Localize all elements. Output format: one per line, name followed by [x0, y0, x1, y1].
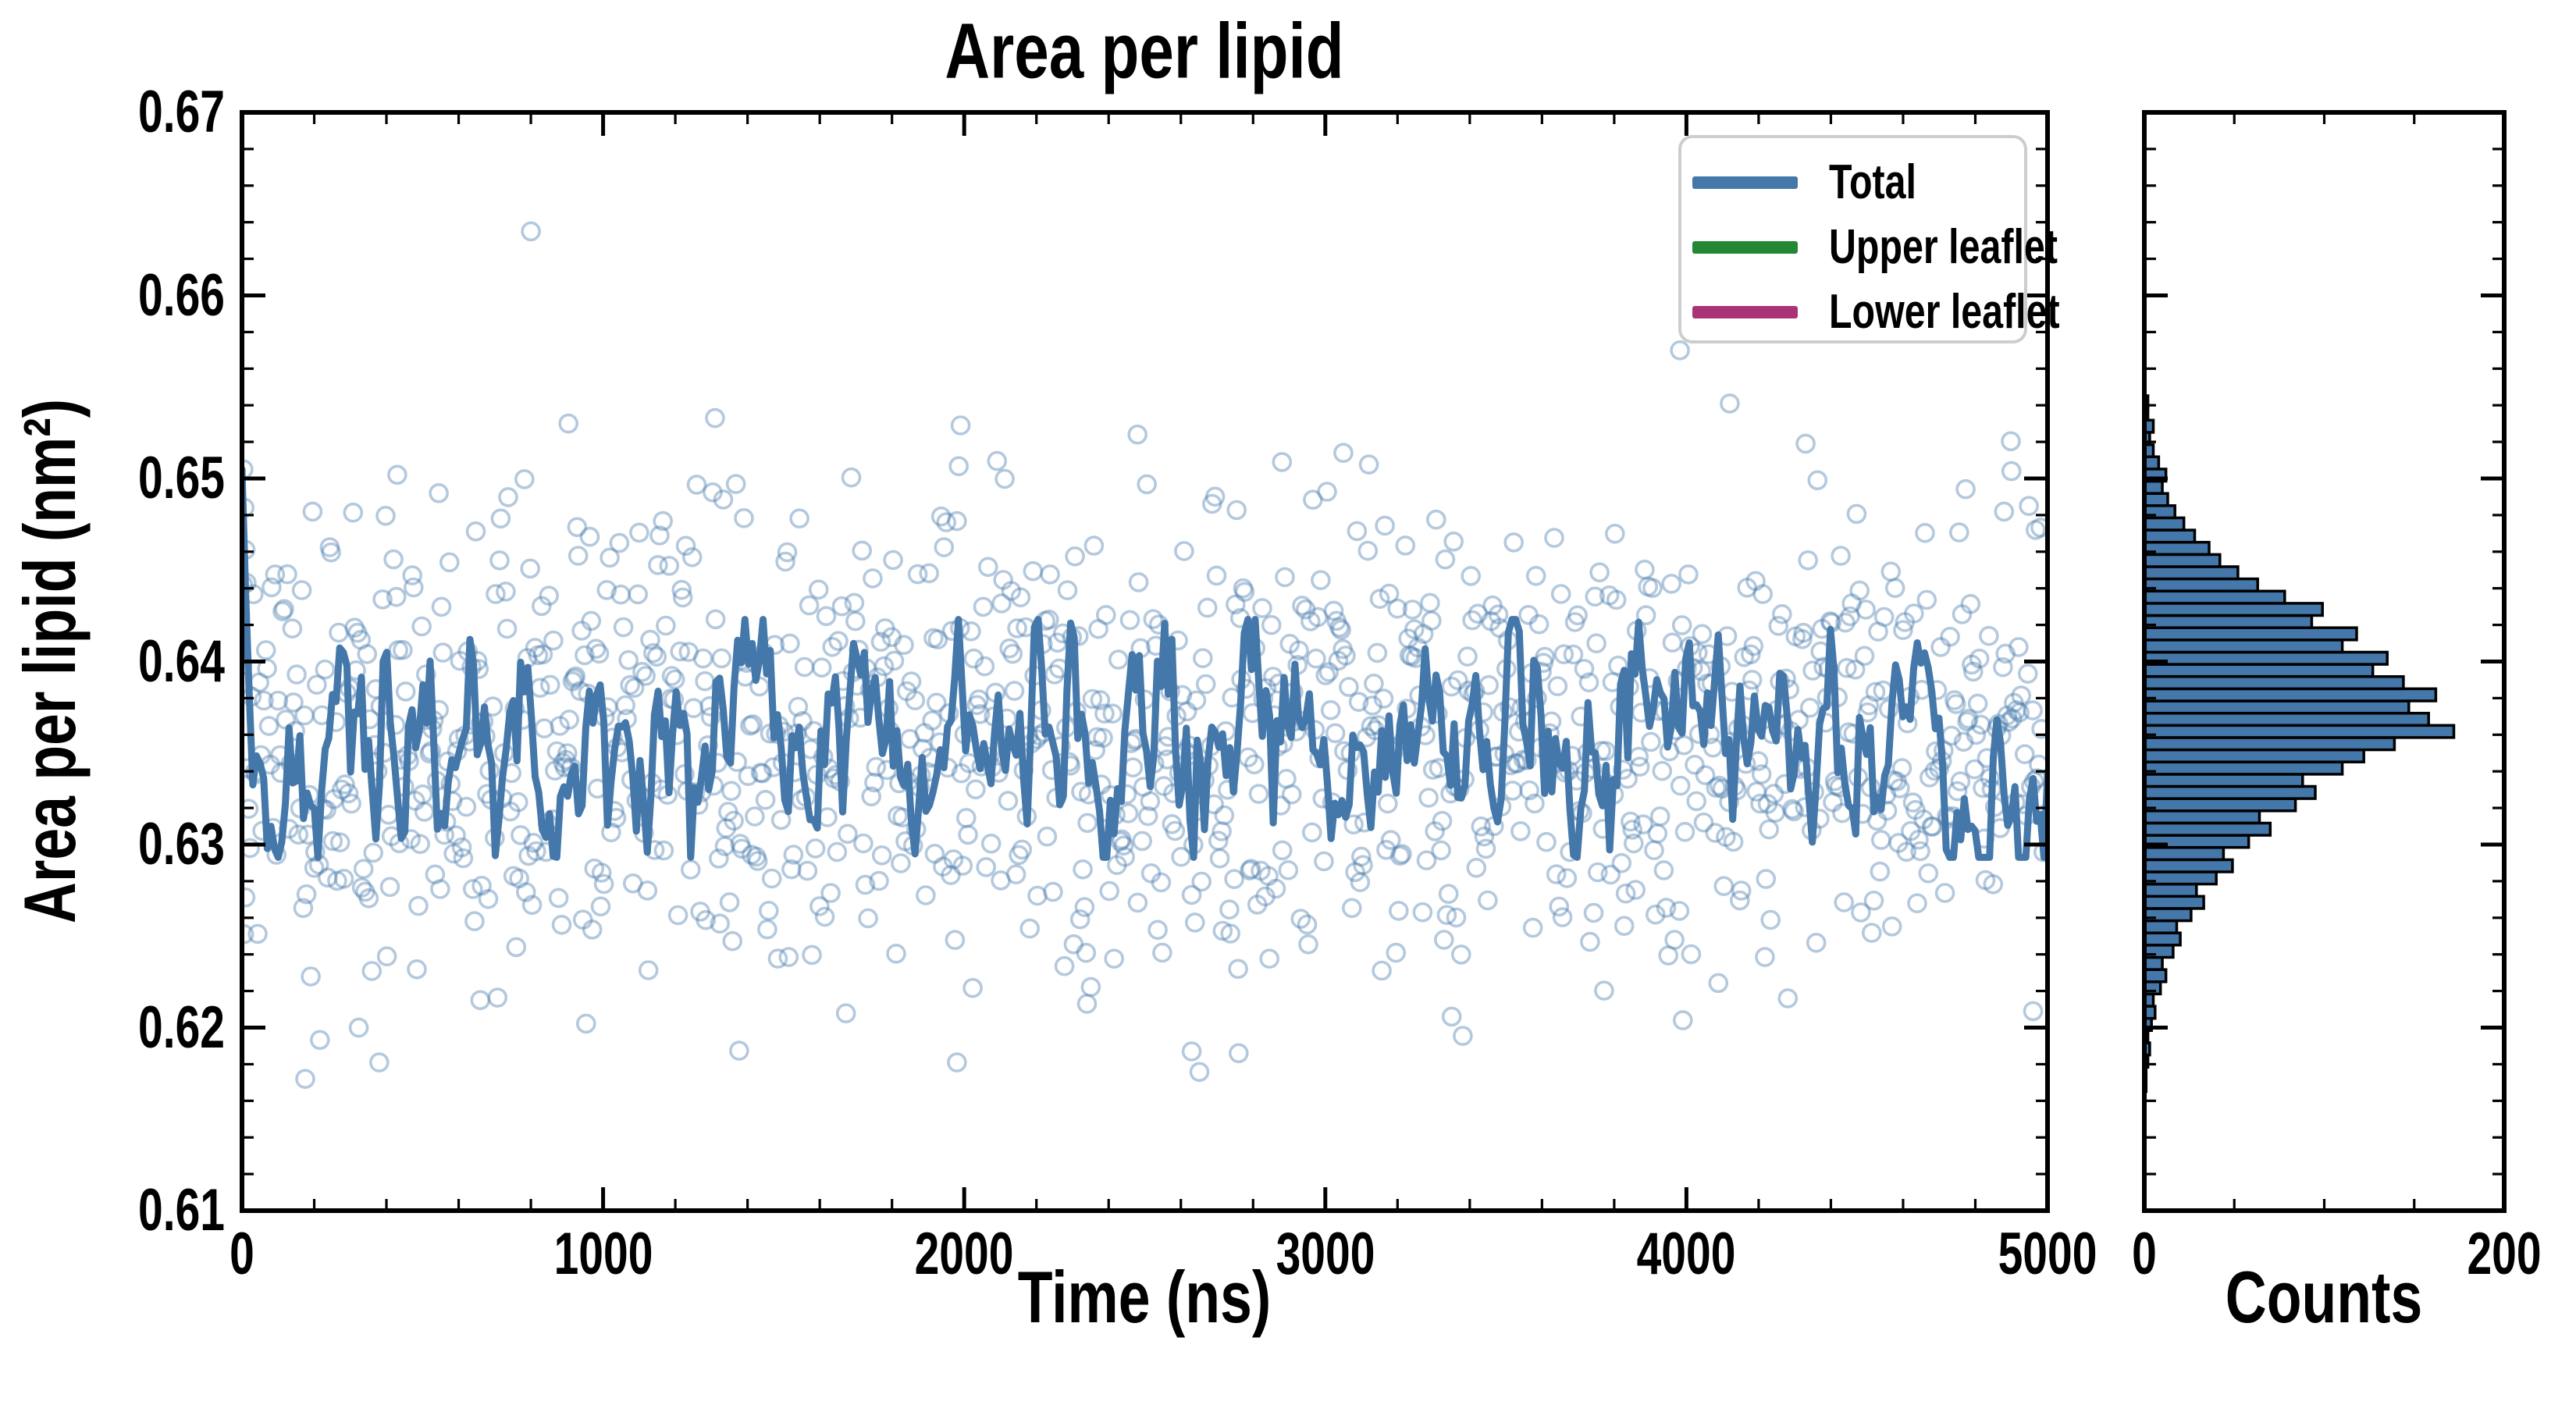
hist-bar — [2143, 577, 2259, 592]
hist-bar — [2143, 784, 2317, 800]
y-axis-label: Area per lipid (nm²) — [9, 398, 91, 924]
legend-swatch-lower-leaflet — [1692, 305, 1798, 318]
legend-box: Total Upper leaflet Lower leaflet — [1678, 135, 2060, 344]
hist-bar — [2143, 711, 2430, 727]
hist-bar — [2143, 968, 2168, 984]
hist-bar — [2143, 663, 2375, 678]
x-axis-label-time: Time (ns) — [1017, 1256, 1272, 1338]
x-tick-label: 4000 — [1636, 1221, 1736, 1287]
y-tick-label: 0.63 — [138, 811, 225, 877]
main-axes-frame — [240, 110, 2050, 1213]
hist-bar — [2143, 797, 2297, 813]
hist-bar — [2143, 528, 2197, 544]
legend-entry-lower-leaflet: Lower leaflet — [1681, 279, 2060, 344]
legend-label-lower-leaflet: Lower leaflet — [1829, 285, 2060, 339]
hist-bar — [2143, 565, 2240, 581]
y-tick-label: 0.61 — [138, 1177, 225, 1243]
hist-bar — [2143, 821, 2272, 837]
x-tick-label: 2000 — [914, 1221, 1014, 1287]
hist-bar — [2143, 650, 2389, 666]
hist-bar — [2143, 724, 2456, 739]
hist-bar — [2143, 919, 2179, 934]
x-tick-label: 5000 — [1998, 1221, 2097, 1287]
hist-bar — [2143, 736, 2396, 752]
hist-bar — [2143, 760, 2344, 776]
hist-bar — [2143, 955, 2164, 971]
hist-bar — [2143, 553, 2222, 568]
y-tick-label: 0.62 — [138, 994, 225, 1061]
hist-bar — [2143, 638, 2344, 654]
hist-bar — [2143, 479, 2164, 495]
hist-bar — [2143, 846, 2226, 862]
legend-label-upper-leaflet: Upper leaflet — [1829, 220, 2058, 274]
x-axis-label-counts: Counts — [2225, 1256, 2423, 1338]
y-tick-label: 0.65 — [138, 445, 225, 511]
hist-bar — [2143, 895, 2205, 910]
hist-tick-label: 0 — [2132, 1221, 2157, 1287]
hist-bar — [2143, 882, 2198, 898]
hist-bar — [2143, 516, 2186, 532]
x-tick-label: 1000 — [553, 1221, 653, 1287]
hist-bar — [2143, 492, 2169, 507]
hist-bar — [2143, 931, 2182, 947]
total-line — [242, 465, 2048, 861]
hist-bar — [2143, 602, 2324, 617]
hist-bar — [2143, 589, 2286, 605]
legend-entry-total: Total — [1681, 150, 2024, 215]
scatter-points — [242, 221, 2048, 1089]
hist-bar — [2143, 626, 2358, 642]
hist-bars — [2143, 394, 2456, 1094]
hist-tick-label: 200 — [2467, 1221, 2542, 1287]
legend-entry-upper-leaflet: Upper leaflet — [1681, 215, 2058, 279]
plot-title: Area per lipid — [945, 7, 1344, 95]
hist-bar — [2143, 809, 2261, 825]
hist-bar — [2143, 858, 2234, 873]
y-tick-label: 0.64 — [138, 628, 225, 695]
x-tick-label: 3000 — [1276, 1221, 1375, 1287]
hist-bar — [2143, 614, 2314, 629]
x-tick-label: 0 — [229, 1221, 254, 1287]
legend-swatch-total — [1692, 176, 1798, 189]
hist-bar — [2143, 699, 2411, 715]
hist-axes-frame — [2142, 110, 2507, 1213]
legend-swatch-upper-leaflet — [1692, 240, 1798, 254]
hist-bar — [2143, 675, 2405, 691]
y-tick-label: 0.66 — [138, 261, 225, 329]
hist-bar — [2143, 687, 2438, 702]
y-tick-label: 0.67 — [138, 79, 225, 145]
legend-label-total: Total — [1829, 155, 1916, 209]
hist-bar — [2143, 748, 2365, 763]
hist-bar — [2143, 773, 2304, 788]
